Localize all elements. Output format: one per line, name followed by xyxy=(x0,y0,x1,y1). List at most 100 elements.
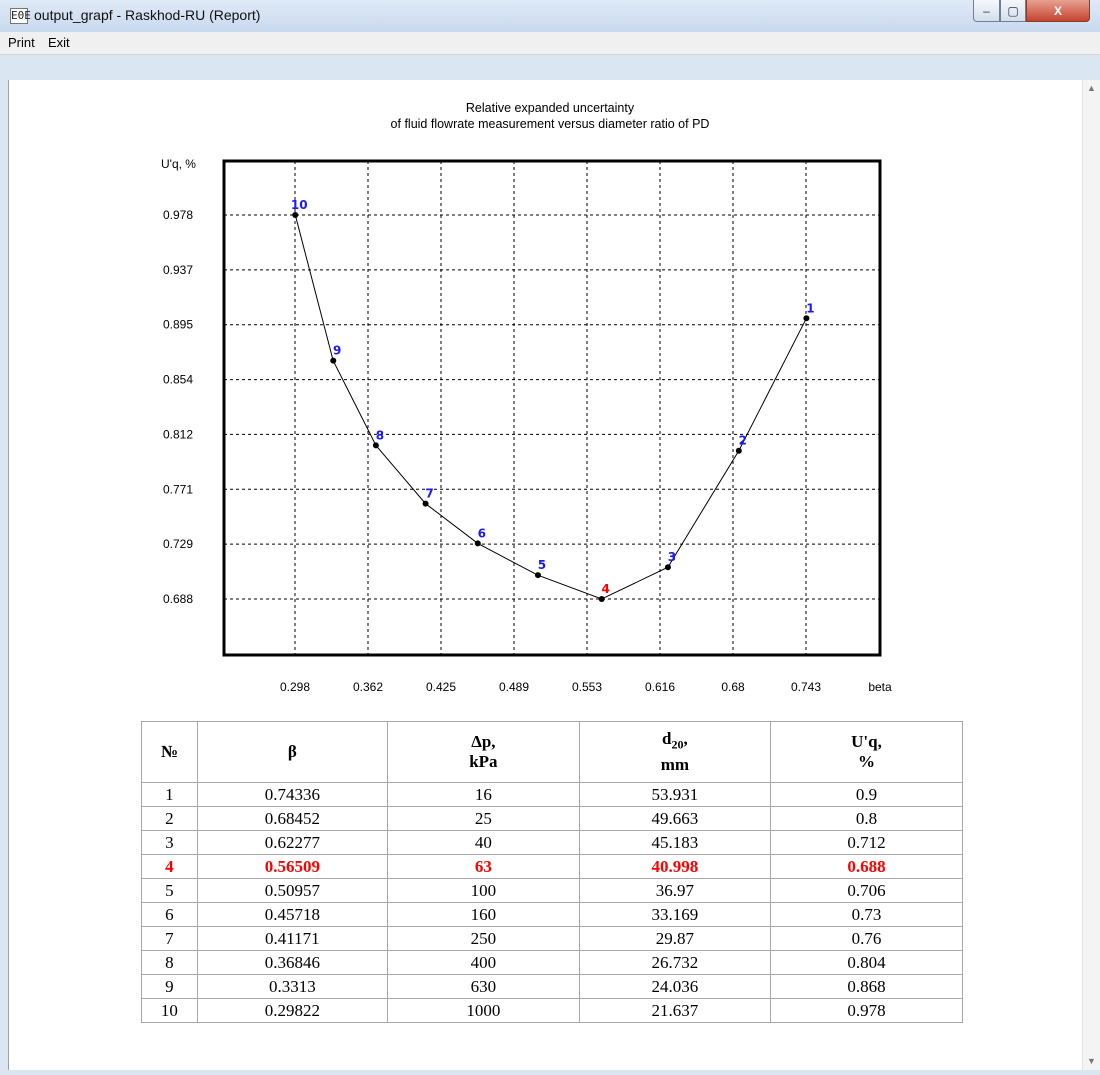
cell-d20: 53.931 xyxy=(578,782,771,807)
cell-beta: 0.45718 xyxy=(196,902,388,927)
cell-beta: 0.29822 xyxy=(196,998,388,1023)
point-label: 9 xyxy=(333,344,341,358)
point-label: 5 xyxy=(538,558,546,572)
x-tick-label: 0.298 xyxy=(280,680,310,694)
cell-dp: 630 xyxy=(386,974,580,999)
header-d20-comma: , xyxy=(683,729,688,749)
cell-dp: 160 xyxy=(386,902,580,927)
chart-title-block: Relative expanded uncertainty of fluid f… xyxy=(0,100,1100,132)
cell-beta: 0.62277 xyxy=(196,830,388,855)
data-point xyxy=(735,447,742,454)
header-d20-line2: mm xyxy=(660,754,690,774)
cell-beta: 0.3313 xyxy=(196,974,388,999)
cell-d20: 40.998 xyxy=(578,854,771,879)
menu-bar: Print Exit xyxy=(0,32,1100,55)
cell-number: 7 xyxy=(141,926,198,951)
cell-dp: 40 xyxy=(386,830,580,855)
table-row: 10 0.29822 1000 21.637 0.978 xyxy=(141,998,964,1023)
maximize-button[interactable]: ▢ xyxy=(1000,0,1026,22)
header-uq-line2: % xyxy=(857,752,875,771)
cell-dp: 25 xyxy=(386,806,580,831)
data-point xyxy=(292,212,299,218)
cell-dp: 1000 xyxy=(386,998,580,1023)
cell-uq: 0.978 xyxy=(769,998,964,1023)
table-row: 7 0.41171 250 29.87 0.76 xyxy=(141,926,964,951)
y-axis-label: U'q, % xyxy=(161,157,196,171)
point-label: 8 xyxy=(376,428,384,442)
title-bar[interactable]: E0E output_grapf - Raskhod-RU (Report) –… xyxy=(0,0,1100,33)
header-dp-line2: kPa xyxy=(469,752,498,771)
cell-uq: 0.76 xyxy=(769,926,964,951)
data-point xyxy=(664,564,671,571)
x-tick-label: 0.362 xyxy=(353,680,383,694)
cell-uq: 0.73 xyxy=(769,902,964,927)
x-tick-label: 0.743 xyxy=(791,680,821,694)
cell-number: 10 xyxy=(141,998,198,1023)
menu-exit[interactable]: Exit xyxy=(48,35,70,50)
table-body: 1 0.74336 16 53.931 0.9 2 0.68452 25 49.663 0.8 3 0… xyxy=(141,782,964,1023)
header-uq-line1: U'q, xyxy=(851,732,882,751)
header-dp: Δp, kPa xyxy=(386,721,580,783)
cell-dp: 100 xyxy=(386,878,580,903)
plot-frame xyxy=(222,159,882,657)
cell-beta: 0.41171 xyxy=(196,926,388,951)
header-beta: β xyxy=(196,721,388,783)
y-tick-label: 0.688 xyxy=(163,592,193,606)
cell-d20: 49.663 xyxy=(578,806,771,831)
data-point xyxy=(474,540,481,547)
scroll-down-icon[interactable]: ▼ xyxy=(1087,1056,1096,1066)
cell-uq: 0.9 xyxy=(769,782,964,807)
table-row: 5 0.50957 100 36.97 0.706 xyxy=(141,878,964,903)
cell-beta: 0.50957 xyxy=(196,878,388,903)
cell-dp: 63 xyxy=(386,854,580,879)
cell-d20: 24.036 xyxy=(578,974,771,999)
cell-uq: 0.868 xyxy=(769,974,964,999)
menu-print[interactable]: Print xyxy=(8,35,35,50)
cell-beta: 0.56509 xyxy=(196,854,388,879)
data-point xyxy=(422,500,429,507)
cell-number: 9 xyxy=(141,974,198,999)
x-tick-label: 0.553 xyxy=(572,680,602,694)
uncertainty-chart: 0.9780.9370.8950.8540.8120.7710.7290.688… xyxy=(163,159,892,694)
y-tick-label: 0.812 xyxy=(163,427,193,441)
table-row: 3 0.62277 40 45.183 0.712 xyxy=(141,830,964,855)
chart-title: Relative expanded uncertainty xyxy=(465,101,635,115)
y-tick-label: 0.854 xyxy=(163,373,193,387)
table-row: 1 0.74336 16 53.931 0.9 xyxy=(141,782,964,807)
cell-number: 1 xyxy=(141,782,198,807)
cell-d20: 36.97 xyxy=(578,878,771,903)
table-row: 9 0.3313 630 24.036 0.868 xyxy=(141,974,964,999)
cell-uq: 0.804 xyxy=(769,950,964,975)
x-axis-label: beta xyxy=(868,680,892,694)
x-tick-label: 0.68 xyxy=(721,680,745,694)
results-table: № β Δp, kPa d20, mm U'q, % 1 0.74336 16 53.… xyxy=(141,721,964,1023)
cell-d20: 33.169 xyxy=(578,902,771,927)
cell-number: 5 xyxy=(141,878,198,903)
cell-d20: 26.732 xyxy=(578,950,771,975)
cell-uq: 0.8 xyxy=(769,806,964,831)
series-line xyxy=(294,214,807,600)
cell-dp: 250 xyxy=(386,926,580,951)
minimize-button[interactable]: – xyxy=(973,0,1000,22)
header-dp-line1: Δp, xyxy=(471,732,496,751)
cell-d20: 21.637 xyxy=(578,998,771,1023)
vertical-scrollbar[interactable]: ▲ ▼ xyxy=(1082,80,1100,1070)
header-d20-line1: d20, xyxy=(580,729,770,754)
chart-subtitle: of fluid flowrate measurement versus dia… xyxy=(390,117,710,131)
cell-uq: 0.688 xyxy=(769,854,964,879)
y-tick-label: 0.978 xyxy=(163,208,193,222)
y-tick-label: 0.729 xyxy=(163,537,193,551)
cell-dp: 400 xyxy=(386,950,580,975)
y-tick-label: 0.771 xyxy=(163,482,193,496)
x-tick-label: 0.616 xyxy=(645,680,675,694)
point-label: 10 xyxy=(291,198,308,212)
close-button[interactable]: X xyxy=(1026,0,1090,22)
window-title: output_grapf - Raskhod-RU (Report) xyxy=(34,7,261,23)
cell-uq: 0.712 xyxy=(769,830,964,855)
header-d20-sub: 20 xyxy=(671,737,684,752)
table-row: 2 0.68452 25 49.663 0.8 xyxy=(141,806,964,831)
cell-number: 8 xyxy=(141,950,198,975)
scroll-up-icon[interactable]: ▲ xyxy=(1087,83,1096,93)
y-tick-label: 0.937 xyxy=(163,263,193,277)
x-tick-label: 0.489 xyxy=(499,680,529,694)
